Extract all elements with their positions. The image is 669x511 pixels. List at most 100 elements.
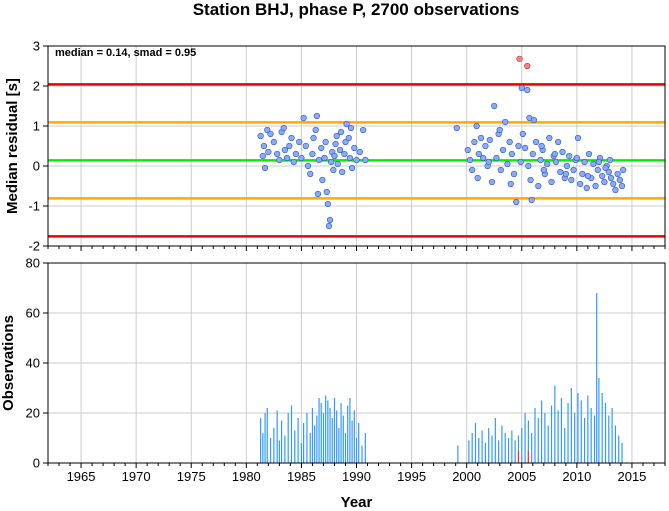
observation-bar xyxy=(349,398,351,463)
residual-point xyxy=(471,138,478,146)
observation-bar xyxy=(567,403,569,463)
observation-bar xyxy=(564,428,566,463)
residual-point xyxy=(532,138,540,146)
observation-bar xyxy=(580,400,582,463)
observation-bar xyxy=(290,405,293,463)
residual-point xyxy=(288,134,295,142)
residual-point xyxy=(480,154,487,162)
year-axis-label: Year xyxy=(341,494,373,511)
residual-point xyxy=(497,166,504,174)
observation-bar xyxy=(514,440,516,463)
residual-point xyxy=(314,190,322,198)
observation-bar xyxy=(524,413,526,463)
observation-bar xyxy=(264,413,266,463)
x-tick-label: 2000 xyxy=(452,469,481,484)
residual-point xyxy=(336,146,344,154)
observation-bar xyxy=(498,440,500,463)
observation-bar xyxy=(266,408,268,463)
residual-point xyxy=(482,142,489,150)
outlier-observation-bar xyxy=(517,450,520,463)
residual-points xyxy=(257,55,627,230)
observation-bar xyxy=(338,428,340,463)
residual-point xyxy=(544,160,551,168)
residual-point xyxy=(530,116,537,124)
observation-bar xyxy=(327,400,329,463)
residual-point xyxy=(346,154,353,162)
residual-point xyxy=(508,150,515,158)
observation-bar xyxy=(468,440,470,463)
observation-bar xyxy=(517,435,520,463)
observation-bar xyxy=(336,410,338,463)
residual-point xyxy=(309,150,316,158)
residual-point xyxy=(270,138,277,146)
residual-point xyxy=(292,150,300,158)
observation-bar xyxy=(614,425,617,463)
residual-point xyxy=(332,140,339,148)
residual-y-axis-label: Median residual [s] xyxy=(4,78,21,214)
residual-point xyxy=(562,170,569,178)
x-tick-label: 1995 xyxy=(397,469,426,484)
observations-bars xyxy=(260,293,623,463)
residual-point xyxy=(612,186,619,194)
residual-point xyxy=(257,132,264,140)
residual-point xyxy=(474,174,481,182)
residual-point xyxy=(466,156,474,164)
observation-bar xyxy=(329,408,331,463)
observation-bar xyxy=(353,410,355,463)
residual-point xyxy=(602,164,609,172)
residual-point xyxy=(453,124,460,132)
observation-bar xyxy=(598,378,600,463)
observations-ticks: 1965 1970 1975 1980 1985 1990 1995 2000 2005 2010… xyxy=(26,256,666,484)
residual-point xyxy=(502,118,509,126)
residual-point xyxy=(524,86,531,94)
residual-point xyxy=(259,152,266,160)
residual-point xyxy=(486,136,493,144)
observation-bar xyxy=(481,430,483,463)
residual-point xyxy=(521,144,529,152)
x-tick-label: 2015 xyxy=(617,469,646,484)
x-tick-label: 1990 xyxy=(342,469,371,484)
residual-point xyxy=(493,154,500,162)
observation-bar xyxy=(544,413,546,463)
residual-point xyxy=(321,154,328,162)
residual-point xyxy=(326,216,334,224)
observation-bar xyxy=(484,443,487,463)
residual-point xyxy=(334,160,341,168)
residual-point xyxy=(510,170,518,178)
observation-bar xyxy=(501,425,503,463)
residual-point xyxy=(568,176,575,184)
residual-point xyxy=(360,126,367,134)
residual-point xyxy=(585,150,593,158)
residual-point xyxy=(485,158,492,166)
observation-bar xyxy=(537,418,539,463)
residual-point xyxy=(552,158,560,166)
residual-point xyxy=(616,176,623,184)
outlier-point xyxy=(524,62,531,70)
residual-point xyxy=(496,126,503,134)
observation-bar xyxy=(618,435,620,463)
residual-point xyxy=(595,158,602,166)
observation-bar xyxy=(596,293,598,463)
residual-point xyxy=(599,172,606,180)
x-tick-label: 1975 xyxy=(177,469,206,484)
residual-point xyxy=(315,156,323,164)
residual-point xyxy=(351,144,358,152)
residual-point xyxy=(310,134,317,142)
residual-point xyxy=(343,120,350,128)
residual-point xyxy=(318,144,325,152)
observation-bar xyxy=(358,423,360,463)
y-tick-label: 1 xyxy=(33,119,40,134)
observation-bar xyxy=(577,393,579,463)
residual-point xyxy=(276,156,283,164)
residual-point xyxy=(527,176,534,184)
observation-bar xyxy=(269,438,272,463)
x-tick-label: 2010 xyxy=(562,469,591,484)
observation-bar xyxy=(311,408,314,463)
observation-bar xyxy=(273,428,275,463)
observation-bar xyxy=(287,413,289,463)
x-tick-label: 1970 xyxy=(122,469,151,484)
observation-bar xyxy=(260,418,262,463)
observation-bar xyxy=(306,413,308,463)
residual-point xyxy=(537,156,544,164)
residual-point xyxy=(274,150,281,158)
